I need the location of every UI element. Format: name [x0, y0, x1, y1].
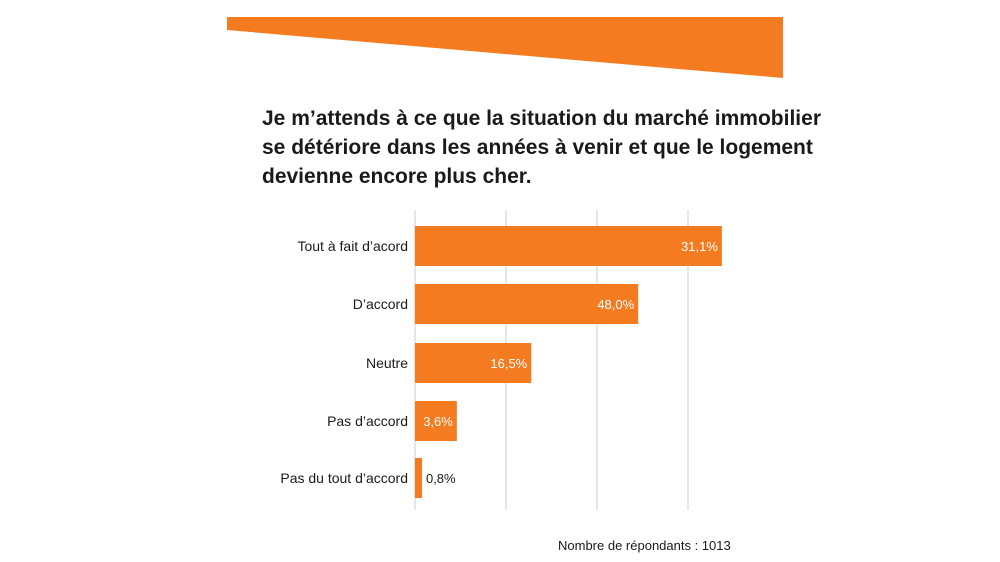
category-label: Tout à fait d’acord — [297, 238, 408, 254]
category-label: Pas d’accord — [327, 413, 408, 429]
category-label: Neutre — [366, 355, 408, 371]
banner-shape — [227, 17, 783, 78]
orange-header-banner — [227, 17, 783, 78]
bar — [415, 343, 532, 383]
value-label: 3,6% — [423, 414, 453, 429]
category-label: D’accord — [353, 296, 408, 312]
bar — [415, 401, 457, 441]
chart-title: Je m’attends à ce que la situation du ma… — [262, 107, 821, 188]
bar — [415, 458, 422, 498]
bar — [415, 226, 722, 266]
bar-layer: Tout à fait d’acord 31,1% D’accord 48,0% Neu… — [280, 226, 722, 498]
value-label: 31,1% — [681, 239, 718, 254]
category-label: Pas du tout d’accord — [280, 470, 408, 486]
value-label: 0,8% — [426, 471, 456, 486]
value-label: 16,5% — [490, 356, 527, 371]
value-label: 48,0% — [597, 297, 634, 312]
bar — [415, 284, 639, 324]
respondent-count-note: Nombre de répondants : 1013 — [558, 538, 731, 553]
